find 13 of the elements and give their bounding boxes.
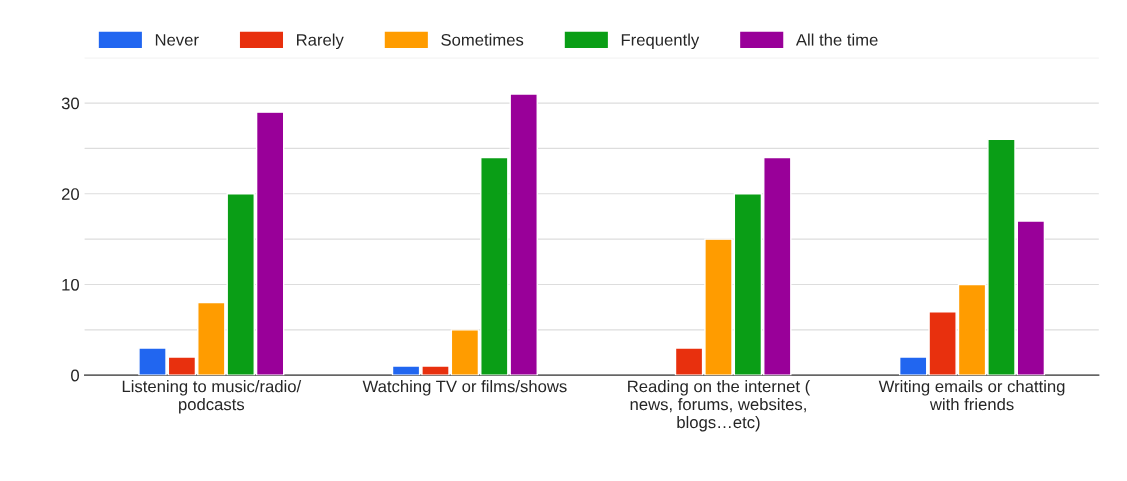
legend-label: Sometimes <box>441 33 524 46</box>
legend-label: All the time <box>795 33 878 46</box>
y-tick-label: 0 <box>71 369 80 382</box>
y-tick-label: 20 <box>61 188 80 200</box>
x-tick-label: Listening to music/radio/ podcasts <box>122 380 302 414</box>
x-tick-label: Reading on the internet ( news, forums, websites, blogs…etc) <box>628 380 811 432</box>
x-tick-label: Writing emails or chatting with friends <box>878 380 1065 411</box>
y-tick-label: 30 <box>61 97 80 110</box>
legend-label: Frequently <box>621 33 700 50</box>
x-tick-label: Watching TV or films/shows <box>362 380 567 396</box>
legend-label: Never <box>155 34 199 46</box>
legend-label: Rarely <box>297 33 344 50</box>
y-tick-label: 10 <box>62 278 80 291</box>
